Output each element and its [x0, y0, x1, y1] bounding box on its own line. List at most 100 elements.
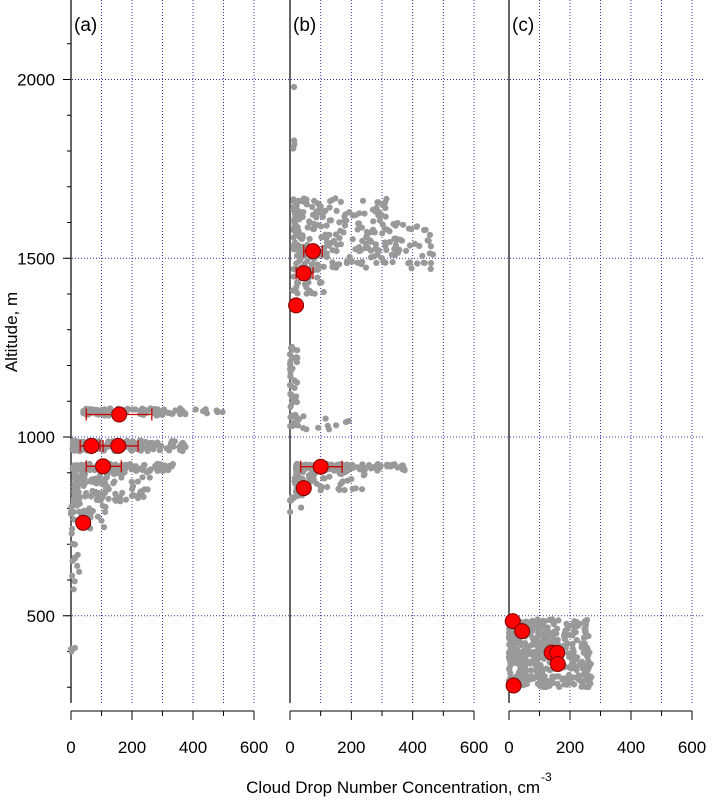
- raw-data-point: [288, 497, 295, 504]
- raw-data-point: [507, 655, 514, 663]
- mean-data-point: [75, 514, 92, 531]
- raw-data-point: [343, 260, 350, 267]
- raw-data-layer: [67, 83, 595, 691]
- raw-data-point: [295, 228, 302, 235]
- raw-data-point: [291, 239, 299, 246]
- x-tick-label: 0: [504, 738, 513, 757]
- raw-data-point: [110, 470, 117, 477]
- raw-data-point: [155, 409, 162, 416]
- raw-data-point: [82, 493, 89, 500]
- raw-data-point: [585, 657, 592, 664]
- y-tick-label: 500: [27, 607, 55, 626]
- raw-data-point: [565, 624, 572, 631]
- raw-data-point: [367, 237, 374, 244]
- raw-data-point: [374, 461, 381, 468]
- raw-data-point: [333, 207, 340, 214]
- raw-data-point: [303, 201, 310, 208]
- raw-data-point: [176, 444, 183, 451]
- raw-data-point: [392, 222, 399, 229]
- raw-data-point: [333, 248, 340, 255]
- raw-data-point: [584, 666, 592, 673]
- raw-data-point: [90, 490, 97, 497]
- raw-data-point: [315, 424, 322, 431]
- raw-data-point: [339, 478, 346, 485]
- raw-data-point: [317, 487, 324, 494]
- mean-data-point: [514, 623, 531, 640]
- raw-data-point: [129, 486, 136, 493]
- raw-data-point: [130, 492, 137, 499]
- raw-data-point: [427, 243, 434, 250]
- raw-data-point: [139, 405, 146, 412]
- raw-data-point: [358, 486, 366, 493]
- raw-data-point: [524, 645, 531, 652]
- x-tick-label: 400: [617, 738, 645, 757]
- raw-data-point: [518, 671, 525, 678]
- raw-data-point: [336, 219, 343, 226]
- raw-data-point: [550, 620, 557, 628]
- mean-data-point: [305, 243, 321, 260]
- raw-data-point: [320, 263, 327, 270]
- raw-data-point: [124, 437, 131, 444]
- raw-data-point: [326, 473, 333, 480]
- raw-data-point: [69, 557, 76, 565]
- raw-data-point: [143, 469, 150, 476]
- raw-data-point: [555, 617, 562, 624]
- raw-data-point: [303, 426, 310, 433]
- mean-data-point: [288, 297, 305, 314]
- raw-data-point: [541, 683, 549, 690]
- raw-data-point: [372, 241, 379, 248]
- raw-data-point: [335, 485, 342, 492]
- raw-data-point: [359, 237, 366, 245]
- raw-data-point: [565, 678, 572, 685]
- raw-data-point: [368, 465, 375, 472]
- raw-data-point: [556, 683, 563, 691]
- raw-data-point: [400, 221, 407, 228]
- raw-data-point: [96, 472, 103, 479]
- y-axis-title: Altitude, m: [2, 292, 21, 372]
- raw-data-point: [369, 226, 377, 233]
- raw-data-point: [537, 683, 544, 690]
- raw-data-point: [371, 253, 378, 260]
- raw-data-point: [379, 221, 386, 228]
- raw-data-point: [76, 568, 83, 575]
- raw-data-point: [532, 661, 539, 669]
- raw-data-point: [405, 225, 413, 232]
- raw-data-point: [73, 502, 80, 509]
- raw-data-point: [352, 212, 359, 219]
- raw-data-point: [165, 445, 172, 453]
- raw-data-point: [290, 196, 297, 203]
- raw-data-point: [101, 524, 108, 531]
- raw-data-point: [140, 493, 147, 500]
- raw-data-point: [110, 480, 117, 487]
- raw-data-point: [329, 263, 336, 271]
- raw-data-point: [300, 209, 307, 216]
- raw-data-point: [571, 627, 578, 635]
- x-tick-label: 600: [240, 738, 268, 757]
- raw-data-point: [314, 200, 321, 207]
- raw-data-point: [326, 217, 333, 224]
- raw-data-point: [549, 680, 556, 687]
- raw-data-point: [293, 379, 301, 386]
- raw-data-point: [159, 409, 167, 417]
- x-tick-label: 200: [337, 738, 365, 757]
- raw-data-point: [349, 485, 356, 492]
- raw-data-point: [101, 479, 108, 486]
- raw-data-point: [326, 204, 333, 211]
- raw-data-point: [360, 472, 367, 479]
- raw-data-point: [102, 489, 109, 496]
- raw-data-point: [296, 212, 303, 219]
- raw-data-point: [520, 678, 527, 686]
- raw-data-point: [573, 637, 580, 644]
- raw-data-point: [129, 438, 136, 445]
- raw-data-point: [294, 422, 301, 429]
- raw-data-point: [86, 505, 93, 512]
- raw-data-point: [406, 259, 413, 266]
- raw-data-point: [401, 467, 408, 474]
- raw-data-point: [322, 207, 329, 214]
- raw-data-point: [343, 461, 350, 468]
- raw-data-point: [348, 258, 356, 265]
- raw-data-point: [306, 288, 314, 295]
- raw-data-point: [139, 474, 146, 481]
- raw-data-point: [334, 261, 341, 268]
- raw-data-point: [294, 290, 301, 297]
